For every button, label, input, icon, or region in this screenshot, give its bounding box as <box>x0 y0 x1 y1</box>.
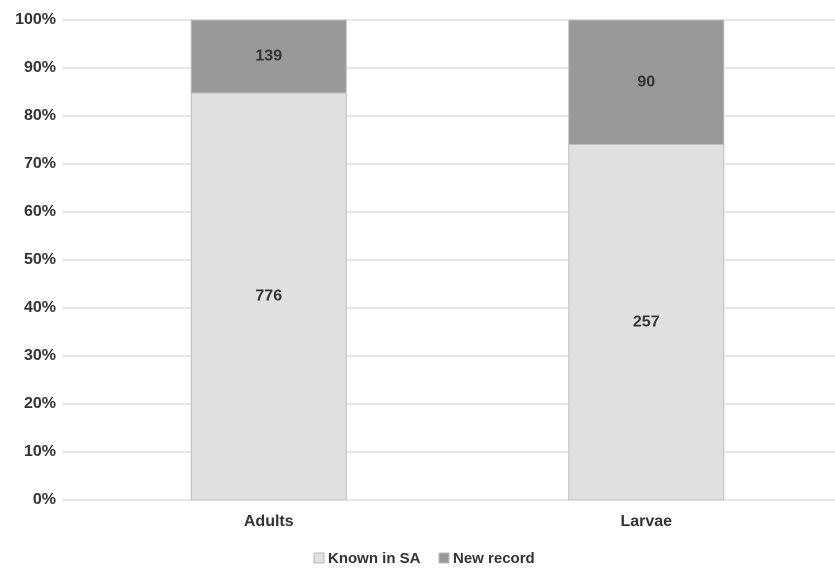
y-tick-label: 20% <box>24 395 56 412</box>
y-tick-label: 10% <box>24 443 56 460</box>
legend-swatch <box>313 552 325 564</box>
data-label: 257 <box>633 313 660 330</box>
y-tick-label: 80% <box>24 107 56 124</box>
data-label: 776 <box>255 288 282 305</box>
bar-segment <box>568 143 725 501</box>
x-tick-label: Larvae <box>620 513 672 530</box>
bar-segment <box>568 19 725 145</box>
y-tick-label: 60% <box>24 203 56 220</box>
legend-label: New record <box>453 550 535 567</box>
y-tick-label: 90% <box>24 59 56 76</box>
y-tick-label: 50% <box>24 251 56 268</box>
legend-label: Known in SA <box>328 550 421 567</box>
bar-segment <box>190 92 347 501</box>
data-label: 139 <box>255 48 282 65</box>
y-tick-label: 70% <box>24 155 56 172</box>
bar-segment <box>190 19 347 94</box>
y-tick-label: 40% <box>24 299 56 316</box>
y-tick-label: 100% <box>15 11 56 28</box>
legend-swatch <box>438 552 450 564</box>
y-tick-label: 30% <box>24 347 56 364</box>
y-tick-label: 0% <box>33 491 56 508</box>
x-tick-label: Adults <box>244 513 294 530</box>
data-label: 90 <box>637 73 655 90</box>
